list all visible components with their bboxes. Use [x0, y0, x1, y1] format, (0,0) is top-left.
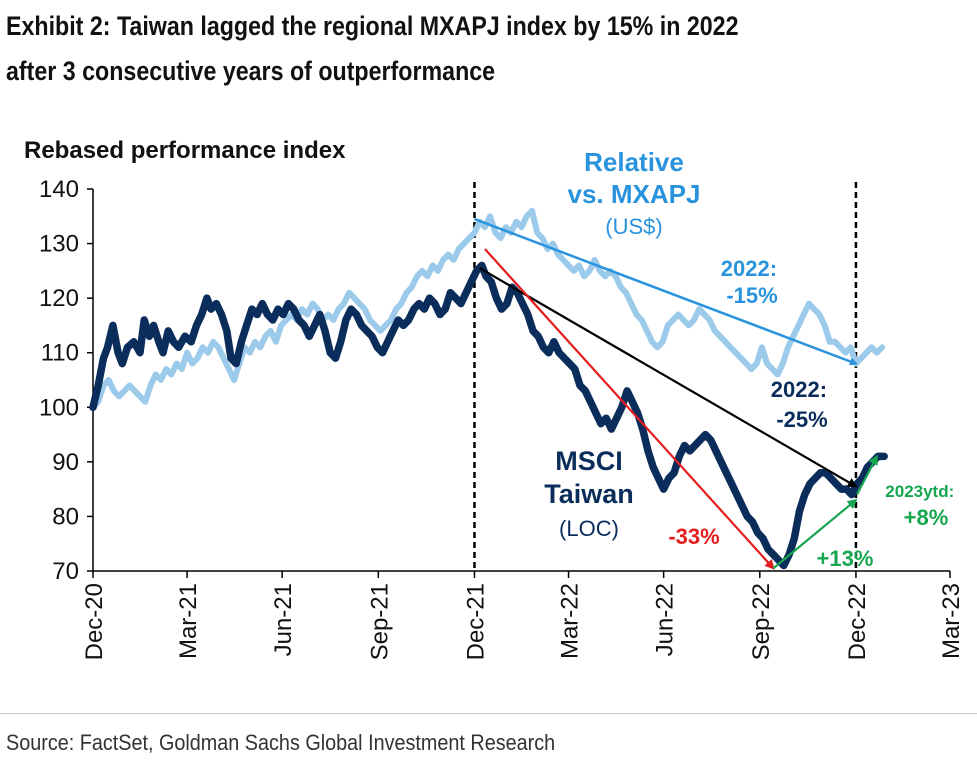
- y-tick-label: 130: [39, 231, 79, 258]
- rebound-label: +13%: [817, 546, 874, 571]
- rebound-arrow: [772, 498, 858, 570]
- x-tick-label: Mar-21: [175, 583, 202, 659]
- y-tick-label: 110: [41, 340, 79, 367]
- y-tick-label: 90: [52, 449, 79, 476]
- relative-label-line1: Relative: [584, 147, 684, 177]
- series-lines: [89, 207, 888, 570]
- taiwan-change-label-year: 2022:: [771, 377, 827, 402]
- chart-title-line2: after 3 consecutive years of outperforma…: [6, 56, 496, 86]
- y-tick-label: 120: [39, 285, 79, 312]
- taiwan-change-label: 2022: -25%: [771, 377, 833, 432]
- taiwan-2022-arrow: [479, 267, 858, 488]
- x-tick-label: Sep-22: [748, 583, 775, 660]
- relative-change-label-value: -15%: [726, 283, 777, 308]
- drawdown-arrow: [484, 248, 775, 570]
- taiwan-change-label-value: -25%: [776, 407, 827, 432]
- x-tick-label: Mar-22: [557, 583, 584, 659]
- arrow-labels: 2022: -15% 2022: -25% -33% +13% 2023ytd:…: [668, 256, 958, 571]
- source-note: Source: FactSet, Goldman Sachs Global In…: [6, 730, 556, 755]
- source-divider: [0, 713, 977, 714]
- y-axis-label: Rebased performance index: [24, 137, 346, 164]
- ytd-change-label-value: +8%: [904, 505, 949, 530]
- taiwan-series-line: [89, 261, 888, 570]
- y-tick-label: 80: [52, 503, 79, 530]
- trend-arrows: [474, 217, 878, 570]
- ytd-change-label: 2023ytd: +8%: [885, 482, 958, 530]
- relative-change-label-year: 2022:: [721, 256, 777, 281]
- axes: 70 80 90 100 110 120 130 140 Dec-20 Mar-21 Jun-21 S…: [39, 176, 965, 660]
- y-tick-label: 140: [39, 176, 79, 203]
- performance-chart: Rebased performance index 70 80 90 100 110 12…: [24, 137, 965, 660]
- y-tick-label: 100: [39, 394, 79, 421]
- relative-series-line: [90, 207, 886, 411]
- ytd-arrow: [856, 454, 878, 496]
- chart-title: Exhibit 2: Taiwan lagged the regional MX…: [6, 4, 836, 94]
- taiwan-label-line2: Taiwan: [544, 479, 634, 509]
- relative-change-label: 2022: -15%: [721, 256, 783, 308]
- x-tick-label: Jun-21: [270, 583, 297, 656]
- relative-series-label: Relative vs. MXAPJ (US$): [568, 147, 701, 239]
- drawdown-label: -33%: [668, 524, 719, 549]
- relative-label-line3: (US$): [605, 214, 662, 239]
- taiwan-series-label: MSCI Taiwan (LOC): [544, 446, 634, 541]
- y-tick-label: 70: [52, 558, 79, 585]
- taiwan-label-line3: (LOC): [559, 516, 619, 541]
- relative-label-line2: vs. MXAPJ: [568, 179, 701, 209]
- x-tick-label: Dec-22: [844, 583, 871, 660]
- ytd-change-label-year: 2023ytd:: [885, 482, 954, 501]
- chart-title-line1: Exhibit 2: Taiwan lagged the regional MX…: [6, 11, 739, 41]
- x-tick-label: Dec-20: [81, 583, 108, 660]
- x-tick-label: Dec-21: [462, 583, 489, 660]
- relative-2022-arrow: [474, 217, 858, 366]
- x-tick-label: Mar-23: [938, 583, 965, 659]
- x-tick-label: Sep-21: [366, 583, 393, 660]
- taiwan-label-line1: MSCI: [555, 446, 623, 476]
- x-tick-label: Jun-22: [652, 583, 679, 656]
